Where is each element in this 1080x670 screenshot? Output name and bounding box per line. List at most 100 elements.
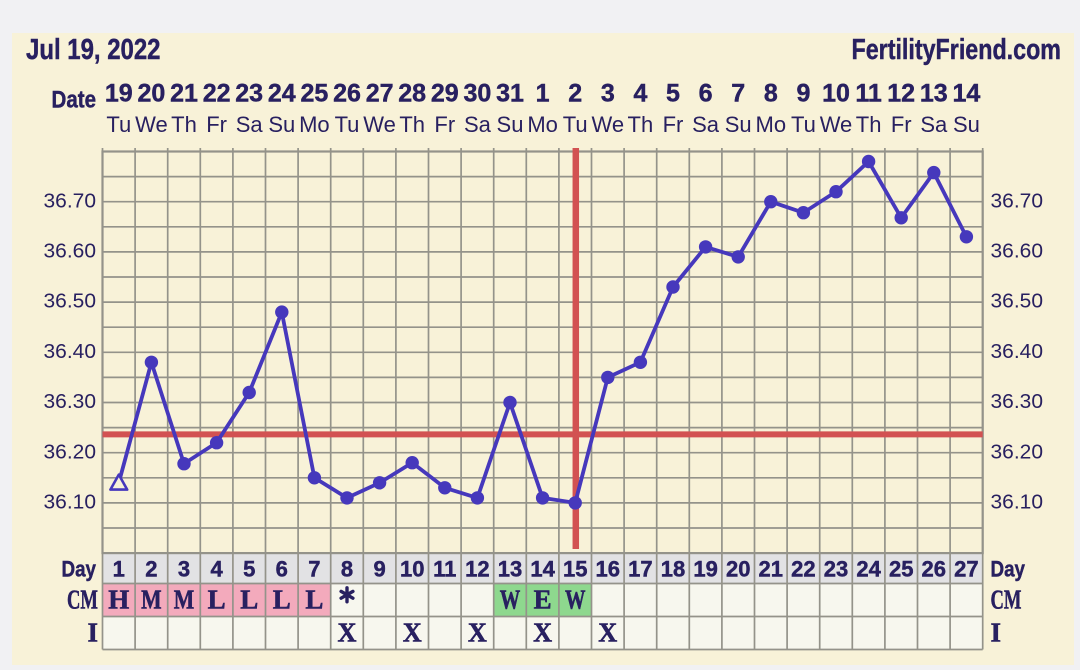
svg-text:17: 17 xyxy=(628,556,652,581)
svg-text:Th: Th xyxy=(171,112,197,137)
svg-text:Su: Su xyxy=(497,112,524,137)
svg-text:Tu: Tu xyxy=(791,112,816,137)
svg-text:Sa: Sa xyxy=(464,112,492,137)
svg-text:6: 6 xyxy=(276,556,288,581)
svg-text:14: 14 xyxy=(530,556,555,581)
svg-text:13: 13 xyxy=(920,79,948,107)
svg-text:3: 3 xyxy=(178,556,190,581)
svg-text:8: 8 xyxy=(341,556,353,581)
svg-text:Tu: Tu xyxy=(106,112,131,137)
svg-text:M: M xyxy=(174,585,195,615)
svg-text:We: We xyxy=(591,112,624,137)
svg-text:9: 9 xyxy=(373,556,385,581)
svg-text:21: 21 xyxy=(759,556,783,581)
svg-text:1: 1 xyxy=(536,79,550,107)
svg-text:We: We xyxy=(363,112,396,137)
svg-text:25: 25 xyxy=(889,556,913,581)
svg-text:9: 9 xyxy=(796,79,810,107)
svg-text:4: 4 xyxy=(633,79,647,107)
svg-text:11: 11 xyxy=(855,79,882,107)
svg-text:11: 11 xyxy=(433,556,456,581)
svg-text:M: M xyxy=(141,585,162,615)
svg-text:X: X xyxy=(598,618,617,648)
svg-text:36.70: 36.70 xyxy=(44,190,97,212)
svg-text:12: 12 xyxy=(887,79,915,107)
svg-text:15: 15 xyxy=(563,556,587,581)
svg-text:20: 20 xyxy=(137,79,165,107)
svg-text:Sa: Sa xyxy=(692,112,720,137)
svg-text:X: X xyxy=(468,618,487,648)
svg-text:W: W xyxy=(500,585,521,615)
svg-text:19: 19 xyxy=(693,556,717,581)
svg-text:31: 31 xyxy=(496,79,524,107)
svg-text:23: 23 xyxy=(235,79,263,107)
svg-text:27: 27 xyxy=(954,556,978,581)
svg-text:Mo: Mo xyxy=(756,112,787,137)
svg-text:Fr: Fr xyxy=(206,112,227,137)
svg-text:36.30: 36.30 xyxy=(44,391,97,413)
svg-text:36.70: 36.70 xyxy=(991,190,1044,212)
svg-text:36.50: 36.50 xyxy=(991,291,1044,313)
svg-text:W: W xyxy=(565,585,586,615)
svg-text:10: 10 xyxy=(822,79,850,107)
svg-text:26: 26 xyxy=(922,556,946,581)
svg-text:Tu: Tu xyxy=(563,112,588,137)
svg-text:29: 29 xyxy=(431,79,459,107)
svg-text:12: 12 xyxy=(465,556,489,581)
svg-text:H: H xyxy=(108,585,129,615)
svg-text:8: 8 xyxy=(764,79,778,107)
svg-text:Sa: Sa xyxy=(236,112,264,137)
svg-text:Th: Th xyxy=(399,112,425,137)
svg-text:5: 5 xyxy=(243,556,255,581)
svg-text:36.50: 36.50 xyxy=(44,291,97,313)
svg-text:36.40: 36.40 xyxy=(991,341,1044,363)
svg-text:10: 10 xyxy=(400,556,424,581)
svg-text:Th: Th xyxy=(628,112,654,137)
svg-text:L: L xyxy=(240,585,258,615)
svg-text:Jul 19, 2022: Jul 19, 2022 xyxy=(26,34,161,66)
svg-text:18: 18 xyxy=(661,556,685,581)
svg-text:7: 7 xyxy=(308,556,320,581)
svg-text:Fr: Fr xyxy=(891,112,912,137)
svg-text:X: X xyxy=(338,618,357,648)
svg-text:36.30: 36.30 xyxy=(991,391,1044,413)
svg-text:2: 2 xyxy=(568,79,582,107)
svg-text:E: E xyxy=(534,585,552,615)
svg-text:4: 4 xyxy=(210,556,223,581)
svg-text:36.10: 36.10 xyxy=(44,492,97,514)
svg-text:24: 24 xyxy=(856,556,881,581)
svg-text:FertilityFriend.com: FertilityFriend.com xyxy=(852,34,1062,66)
svg-text:36.20: 36.20 xyxy=(991,441,1044,463)
svg-text:13: 13 xyxy=(498,556,522,581)
svg-text:2: 2 xyxy=(145,556,157,581)
svg-text:7: 7 xyxy=(731,79,745,107)
svg-text:Tu: Tu xyxy=(335,112,360,137)
svg-text:X: X xyxy=(533,618,552,648)
svg-text:22: 22 xyxy=(791,556,815,581)
svg-text:36.60: 36.60 xyxy=(44,241,97,263)
svg-text:Su: Su xyxy=(725,112,752,137)
svg-text:Fr: Fr xyxy=(663,112,684,137)
svg-text:22: 22 xyxy=(203,79,231,107)
svg-text:We: We xyxy=(135,112,168,137)
svg-text:3: 3 xyxy=(601,79,615,107)
svg-text:16: 16 xyxy=(596,556,620,581)
svg-text:36.40: 36.40 xyxy=(44,341,97,363)
svg-text:I: I xyxy=(87,618,98,648)
svg-text:Mo: Mo xyxy=(299,112,330,137)
svg-text:Su: Su xyxy=(953,112,980,137)
svg-text:6: 6 xyxy=(699,79,713,107)
svg-text:36.10: 36.10 xyxy=(991,492,1044,514)
svg-text:X: X xyxy=(403,618,422,648)
svg-text:28: 28 xyxy=(398,79,426,107)
svg-text:Day: Day xyxy=(991,557,1026,582)
svg-text:We: We xyxy=(820,112,853,137)
svg-text:L: L xyxy=(273,585,291,615)
svg-text:36.60: 36.60 xyxy=(991,241,1044,263)
svg-text:23: 23 xyxy=(824,556,848,581)
svg-text:14: 14 xyxy=(952,79,980,107)
svg-text:20: 20 xyxy=(726,556,750,581)
svg-text:30: 30 xyxy=(463,79,491,107)
svg-text:L: L xyxy=(208,585,226,615)
svg-text:Sa: Sa xyxy=(920,112,948,137)
